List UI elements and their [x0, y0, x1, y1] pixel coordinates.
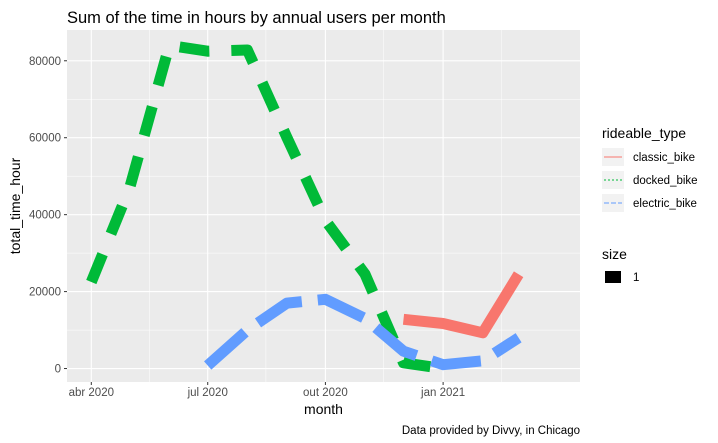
x-tick-label: jul 2020: [187, 387, 228, 399]
series-line-classic-bike: [402, 271, 524, 339]
plot-panel: [67, 30, 580, 382]
x-tick-label: out 2020: [303, 387, 348, 399]
y-tick-label: 80000: [29, 56, 61, 68]
y-tick-label: 0: [55, 364, 61, 376]
legend-label-classic-bike: classic_bike: [633, 152, 695, 164]
legend-title-size: size: [602, 246, 627, 262]
y-axis: 0 20000 40000 60000 80000: [29, 56, 67, 376]
series-line-electric-bike: [204, 293, 522, 371]
series-layer: [86, 39, 524, 374]
y-tick-label: 40000: [29, 210, 61, 222]
legend-size-label: 1: [633, 272, 639, 284]
x-tick-label: jan 2021: [420, 387, 465, 399]
legend-label-electric-bike: electric_bike: [633, 198, 697, 210]
chart-caption: Data provided by Divvy, in Chicago: [402, 425, 580, 437]
x-tick-label: abr 2020: [69, 387, 114, 399]
grid-major: [67, 30, 580, 382]
series-line-docked-bike: [86, 39, 444, 374]
y-tick-label: 20000: [29, 287, 61, 299]
legend-title-color: rideable_type: [602, 125, 686, 141]
legend-label-docked-bike: docked_bike: [633, 175, 698, 187]
x-axis-title: month: [304, 401, 343, 417]
legend-size-key: [605, 271, 621, 283]
y-axis-title: total_time_hour: [7, 157, 23, 254]
legend: rideable_type classic_bike docked_bikeele…: [602, 125, 698, 284]
x-axis: abr 2020 jul 2020 out 2020 jan 2021: [69, 382, 465, 399]
chart-title: Sum of the time in hours by annual users…: [67, 9, 446, 27]
y-tick-label: 60000: [29, 133, 61, 145]
